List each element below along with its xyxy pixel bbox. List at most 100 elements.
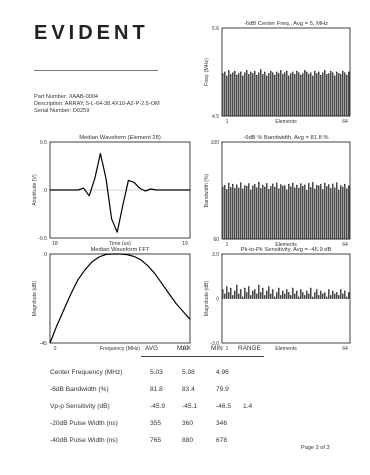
bar	[286, 289, 288, 299]
bar	[304, 184, 306, 240]
bar	[227, 292, 230, 299]
description: Description: ARRAY, 5-L-64-38.4X10-A2-P-…	[34, 101, 160, 107]
bar	[326, 74, 328, 117]
bar	[324, 292, 326, 299]
cell-avg: -45.9	[150, 403, 166, 410]
part-number: Part Number: XAAB-0004	[34, 94, 99, 100]
table-row: -6dB Bandwidth (%) 81.8 83.4 79.9	[44, 381, 265, 398]
bar	[298, 296, 300, 299]
bar	[338, 189, 340, 240]
bar	[324, 70, 326, 117]
bar	[223, 185, 226, 240]
bar	[292, 71, 294, 117]
bar	[251, 290, 254, 299]
bar	[316, 289, 318, 299]
stats-table: Center Frequency (MHz) 5.03 5.08 4.96 -6…	[44, 364, 265, 449]
bar	[280, 184, 282, 240]
bar	[237, 73, 240, 117]
bar	[264, 71, 266, 117]
bar	[233, 290, 236, 299]
x-tick-label: 64	[342, 119, 348, 125]
bar	[340, 185, 342, 240]
bar	[272, 183, 274, 240]
cell-range	[243, 415, 265, 432]
chart-title: Median Waveform (Element 28)	[79, 135, 161, 141]
bar	[241, 188, 244, 240]
y-tick-label: -45	[40, 341, 47, 347]
bar	[326, 296, 328, 299]
bar	[344, 72, 346, 117]
col-header-max: MAX	[177, 345, 191, 352]
bar	[262, 287, 264, 299]
bar	[280, 70, 282, 117]
bar	[270, 293, 272, 299]
bar	[231, 295, 234, 299]
bar	[235, 184, 238, 240]
bar	[260, 292, 262, 299]
cell-range	[243, 432, 265, 449]
bar	[330, 295, 332, 299]
bar	[304, 70, 306, 117]
bar	[342, 70, 344, 117]
bar	[221, 186, 224, 240]
bar	[278, 73, 280, 117]
bar	[290, 295, 292, 299]
cell-max: 5.08	[182, 369, 195, 376]
company-logo: EVIDENT	[34, 22, 149, 44]
bar	[254, 70, 256, 117]
y-axis-label: Freq. (MHz)	[204, 58, 210, 86]
y-tick-label: 100	[211, 140, 220, 146]
bar	[235, 284, 238, 299]
y-tick-label: 5.6	[212, 26, 219, 32]
row-label: -6dB Bandwidth (%)	[50, 386, 109, 393]
col-header-min: MIN	[211, 345, 223, 352]
bar	[312, 296, 314, 299]
bar	[258, 181, 260, 240]
y-tick-label: 0	[44, 188, 47, 194]
bar	[278, 287, 280, 299]
bar	[284, 293, 286, 299]
cell-min: -46.5	[216, 403, 232, 410]
bar	[306, 71, 308, 117]
bar	[288, 292, 290, 299]
bar	[239, 182, 242, 240]
bar	[262, 74, 264, 117]
bar	[290, 186, 292, 240]
bar	[272, 289, 274, 299]
col-header-range: RANGE	[238, 345, 261, 352]
bar	[300, 289, 302, 299]
table-header-rule	[141, 356, 264, 357]
y-tick-label: -0.5	[38, 236, 47, 242]
bar	[274, 187, 276, 240]
bar	[233, 188, 236, 240]
cell-range	[243, 364, 265, 381]
bar	[318, 295, 320, 299]
cell-avg: 355	[150, 420, 162, 427]
bar	[268, 188, 270, 240]
bar	[282, 290, 284, 299]
bar	[296, 290, 298, 299]
bar	[282, 185, 284, 240]
bar	[258, 284, 260, 299]
bar	[294, 187, 296, 240]
bar	[247, 183, 250, 240]
bar	[334, 187, 336, 240]
x-axis-label: Frequency (MHz)	[100, 346, 140, 352]
y-tick-label: 0	[44, 252, 47, 258]
bar	[284, 72, 286, 117]
bar	[258, 72, 260, 117]
bar	[302, 186, 304, 240]
row-label: -40dB Pulse Width (ns)	[50, 437, 118, 444]
bar	[280, 295, 282, 299]
bar	[223, 71, 226, 117]
bar	[223, 293, 226, 299]
y-tick-label: 0.5	[40, 140, 47, 146]
cell-min: 79.9	[216, 386, 229, 393]
bar	[249, 295, 252, 299]
bar	[340, 289, 342, 299]
bar	[245, 186, 248, 240]
bar	[334, 293, 336, 299]
x-tick-label: 18	[52, 241, 58, 247]
bar	[342, 293, 344, 299]
bar	[286, 70, 288, 117]
